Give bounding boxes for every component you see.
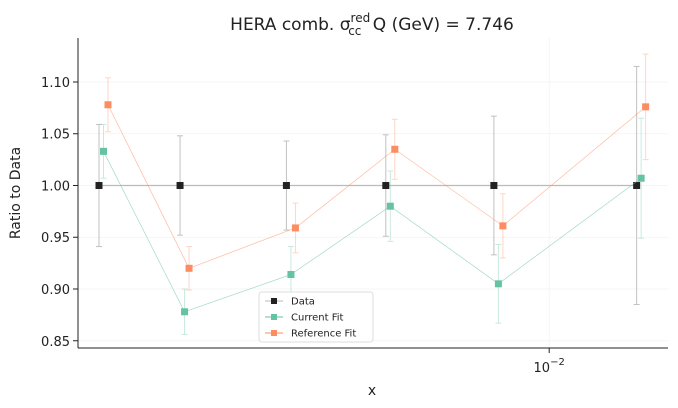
title-text: HERA comb. σ [230,15,351,35]
legend-marker [271,298,277,304]
legend-marker [271,314,277,320]
point [642,103,650,111]
x-tick-exponent: −2 [550,357,565,368]
point [499,222,507,230]
point [291,224,299,232]
legend-label: Current Fit [291,313,344,324]
point [100,147,108,155]
y-tick-label: 1.10 [41,76,70,91]
y-tick-label: 0.90 [41,283,70,298]
y-tick-label: 0.85 [41,335,70,350]
point [104,101,112,109]
y-tick-label: 1.00 [41,179,70,194]
y-axis-label: Ratio to Data [8,147,24,239]
point [386,202,394,210]
x-tick-base: 10 [534,361,551,376]
legend-marker [271,330,277,336]
point [494,280,502,288]
title-sub: cc [348,24,361,38]
y-tick-label: 1.05 [41,128,70,143]
x-axis-label: x [368,383,376,399]
point [95,181,103,189]
legend-label: Data [291,297,315,308]
legend-label: Reference Fit [291,329,356,340]
point [490,181,498,189]
chart-title: HERA comb. σred cc Q (GeV) = 7.746 [230,11,514,38]
point [287,271,295,279]
point [382,181,390,189]
point [637,174,645,182]
title-sup: red [351,11,371,25]
title-rest: Q (GeV) = 7.746 [367,15,513,35]
series-line [103,151,642,313]
point [176,181,184,189]
point [633,181,641,189]
point [185,264,193,272]
y-tick-label: 0.95 [41,231,70,246]
series-line [107,104,646,269]
point [282,181,290,189]
point [391,145,399,153]
legend-box [258,291,374,343]
x-tick-label: 10−2 [534,357,565,376]
point [181,308,189,316]
